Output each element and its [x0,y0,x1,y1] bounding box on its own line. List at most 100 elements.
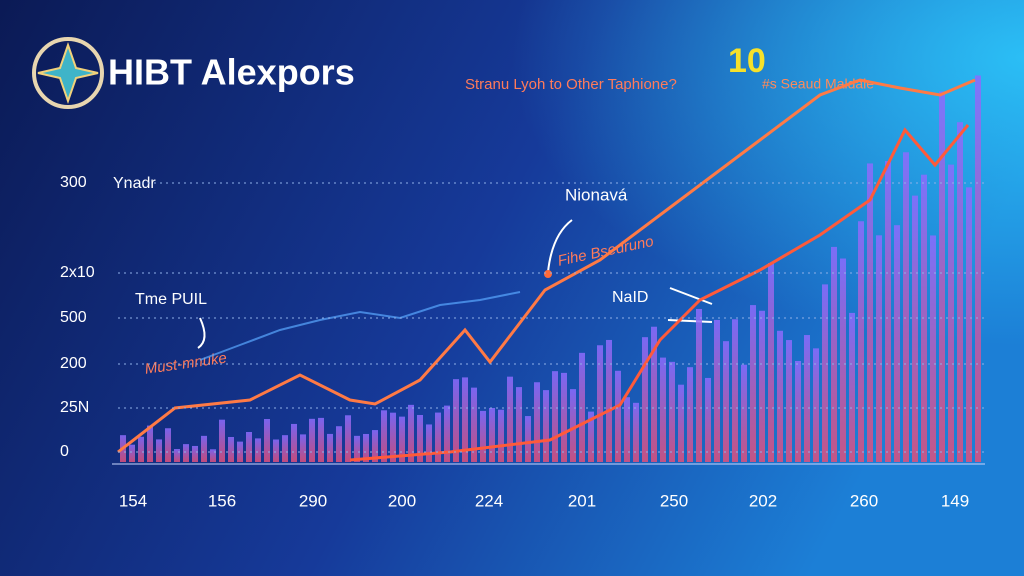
bar [228,436,234,462]
bar [678,384,684,462]
bar [219,419,225,462]
bar [903,152,909,462]
bar [975,75,981,462]
bar [246,431,252,462]
y-label: 300 [60,174,87,191]
bar [147,425,153,462]
bar [336,426,342,462]
bar [651,326,657,462]
logo [32,37,104,109]
bar [822,284,828,462]
bar [921,174,927,462]
bar [525,416,531,462]
bar [273,439,279,462]
annotation: NaID [612,289,648,306]
bar [201,435,207,462]
trend-line [349,124,970,462]
bar [174,449,180,462]
bar [840,258,846,462]
bar [210,449,216,462]
x-label: 260 [850,491,878,510]
bar [318,417,324,462]
bar [885,160,891,462]
bar [543,390,549,462]
bar [777,330,783,462]
bar [624,397,630,462]
bar [759,310,765,462]
bar [831,246,837,462]
bar [615,370,621,462]
bar [363,433,369,462]
pointer-dot [544,270,552,278]
bar [939,91,945,463]
bar [426,424,432,462]
bar [129,444,135,462]
bar [579,352,585,462]
pointer [197,317,206,349]
bar [282,435,288,462]
x-label: 201 [568,491,596,510]
bar [408,404,414,462]
y-label: 200 [60,355,87,372]
bar [381,410,387,462]
x-label: 200 [388,491,416,510]
bar [687,367,693,462]
bar [390,412,396,462]
x-label: 250 [660,491,688,510]
bar [471,387,477,462]
bar [894,225,900,462]
y-label: 500 [60,309,87,326]
bar [165,428,171,462]
bar [156,439,162,462]
x-label: 202 [749,491,777,510]
bar [858,221,864,462]
bar [948,164,954,462]
bar [264,419,270,462]
bar [813,348,819,462]
bar [138,436,144,462]
bar [669,361,675,462]
bar [399,416,405,462]
bar [417,414,423,462]
noise-line [199,291,521,361]
bar [516,387,522,462]
annotation: Stranu Lyoh to Other Taphione? [465,76,677,93]
bar [588,411,594,462]
bar [498,409,504,462]
title: HIBT Alexpors [108,52,355,93]
bar [957,122,963,463]
bar [723,341,729,462]
bar [255,438,261,462]
bar [453,379,459,462]
bar [876,235,882,462]
bar [561,372,567,462]
bar [705,377,711,462]
bar [714,319,720,462]
bar [795,361,801,462]
x-label: 156 [208,491,236,510]
bar [696,308,702,462]
bar [327,433,333,462]
bar [444,405,450,462]
bar [867,163,873,462]
bar [912,195,918,462]
x-label: 154 [119,491,147,510]
bar [372,430,378,462]
bar [534,382,540,462]
bar [768,263,774,462]
bar [741,364,747,462]
y-label: 0 [60,443,69,460]
pointer [547,219,573,273]
x-label: 224 [475,491,503,510]
bar [489,407,495,462]
bar [291,423,297,462]
bar [552,371,558,462]
y-label: 25N [60,399,89,416]
bar [804,335,810,462]
bar [462,377,468,462]
bar [507,376,513,462]
bar [309,418,315,462]
bar [642,337,648,462]
